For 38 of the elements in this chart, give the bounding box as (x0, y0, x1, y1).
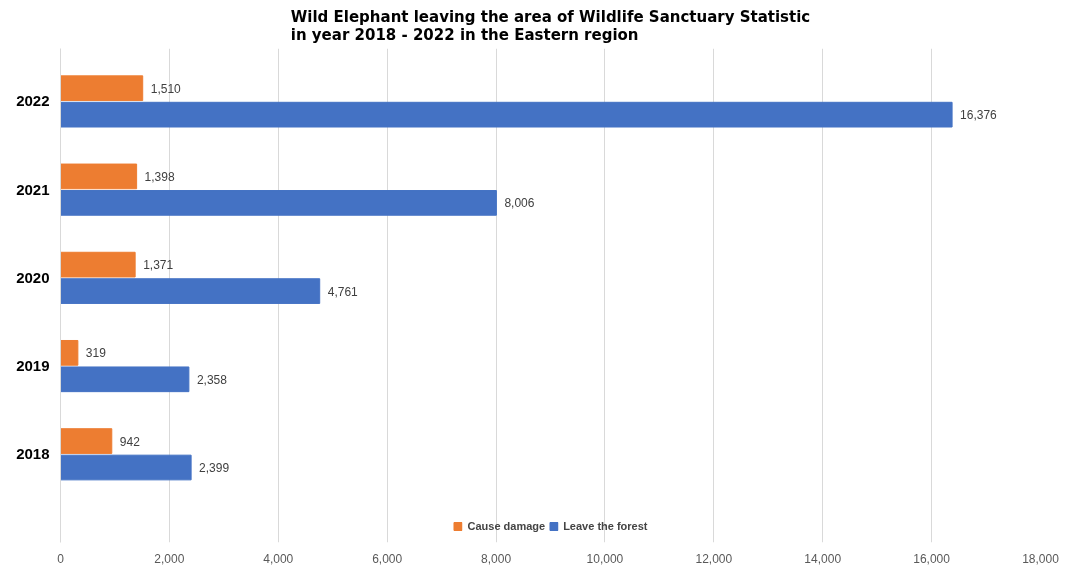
x-tick-label: 12,000 (695, 551, 733, 566)
legend-label: Leave the forest (563, 520, 648, 532)
data-label: 4,761 (327, 284, 359, 299)
x-tick-label: 10,000 (586, 551, 624, 566)
y-tick-label: 2021 (16, 180, 50, 198)
data-label: 8,006 (504, 196, 535, 211)
x-tick-label: 18,000 (1022, 551, 1060, 566)
bar (60, 339, 79, 366)
bar (60, 163, 138, 190)
y-tick-label: 2018 (16, 445, 50, 463)
data-label: 2,358 (196, 372, 228, 387)
x-tick-label: 8,000 (481, 551, 512, 566)
data-label: 1,398 (144, 169, 175, 184)
bar (60, 75, 144, 102)
x-tick-label: 6,000 (372, 551, 403, 566)
bar (60, 101, 953, 128)
data-label: 16,376 (960, 108, 998, 123)
bar (60, 428, 113, 454)
x-tick-label: 0 (57, 551, 65, 566)
y-tick-label: 2022 (16, 92, 50, 110)
bar (60, 278, 321, 304)
y-tick-label: 2020 (16, 268, 50, 286)
data-label: 2,399 (199, 461, 230, 476)
bar (60, 251, 136, 278)
data-label: 1,510 (150, 81, 182, 96)
data-label: 1,371 (143, 258, 174, 273)
bar (60, 454, 192, 481)
data-label: 942 (119, 434, 141, 449)
bar (60, 366, 190, 393)
x-tick-label: 2,000 (154, 551, 185, 566)
bar (60, 190, 497, 216)
chart-title: Wild Elephant leaving the area of Wildlife Sanctuary Statistic in year 2018 - 2022 in the Eastern region (290, 7, 811, 44)
y-tick-label: 2019 (16, 357, 50, 375)
x-tick-label: 16,000 (913, 551, 951, 566)
x-tick-label: 4,000 (263, 551, 294, 566)
legend-label: Cause damage (467, 520, 546, 532)
x-tick-label: 14,000 (804, 551, 842, 566)
data-label: 319 (85, 346, 107, 361)
